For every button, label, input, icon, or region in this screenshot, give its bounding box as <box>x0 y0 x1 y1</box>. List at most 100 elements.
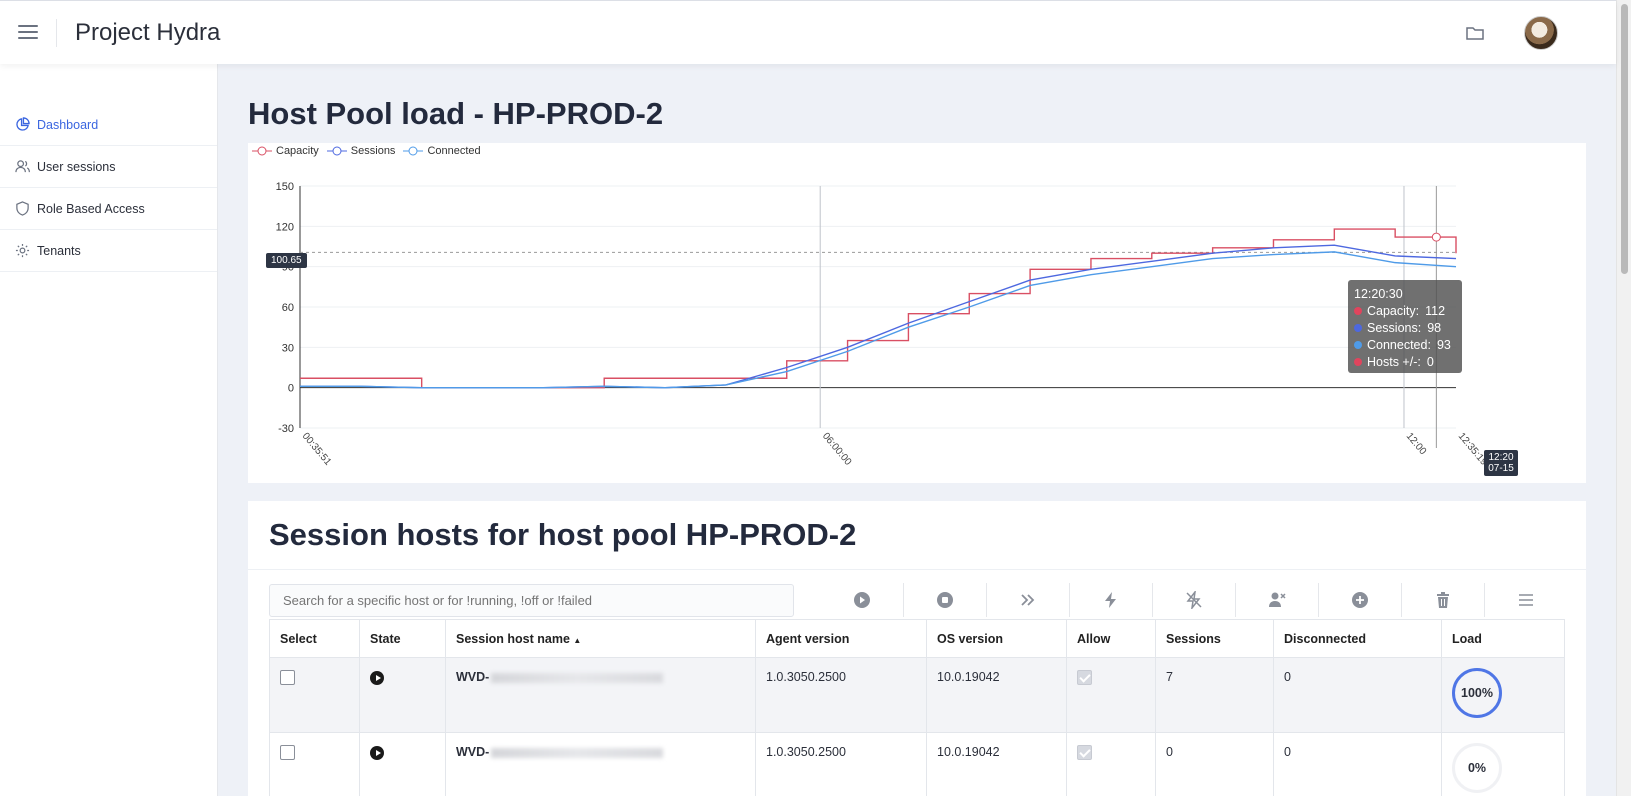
drain-button[interactable] <box>986 583 1069 617</box>
chart-tooltip: 12:20:30 Capacity: 112 Sessions: 98 Connec… <box>1348 280 1462 373</box>
header-divider <box>56 19 57 47</box>
agent-version: 1.0.3050.2500 <box>755 732 927 796</box>
hamburger-menu-icon[interactable] <box>18 25 38 41</box>
column-header-select: Select <box>269 619 360 658</box>
host-actions-toolbar <box>820 583 1567 617</box>
session-hosts-title: Session hosts for host pool HP-PROD-2 <box>269 517 857 552</box>
y-tick-label: 150 <box>276 181 294 193</box>
more-options-button[interactable] <box>1484 583 1567 617</box>
top-bar: Project Hydra <box>0 0 1616 64</box>
column-header-label: Session host name <box>456 631 570 646</box>
logoff-users-button[interactable] <box>1235 583 1318 617</box>
legend-item-sessions[interactable]: Sessions <box>326 145 396 157</box>
sort-ascending-icon: ▲ <box>573 635 582 645</box>
power-off-button[interactable] <box>1152 583 1235 617</box>
folder-icon[interactable] <box>1466 26 1484 40</box>
sidebar: Dashboard User sessions Role Based Acces… <box>0 64 218 796</box>
stop-icon <box>937 592 953 608</box>
delete-host-button[interactable] <box>1401 583 1484 617</box>
column-header-disconnected[interactable]: Disconnected <box>1273 619 1442 658</box>
legend-item-connected[interactable]: Connected <box>403 145 481 157</box>
y-tick-label: 0 <box>288 383 294 395</box>
legend-item-capacity[interactable]: Capacity <box>252 145 319 157</box>
stop-button[interactable] <box>903 583 986 617</box>
menu-icon <box>1519 594 1533 606</box>
start-icon <box>853 592 870 608</box>
table-row[interactable]: WVD- 1.0.3050.2500 10.0.19042 7 0 100% <box>269 657 1565 733</box>
allow-sessions-checkbox <box>1077 745 1092 760</box>
tooltip-label: Connected: <box>1367 337 1431 352</box>
session-count: 0 <box>1155 732 1274 796</box>
tooltip-dot <box>1354 306 1362 315</box>
tooltip-label: Sessions: <box>1367 320 1422 335</box>
column-header-allow[interactable]: Allow <box>1066 619 1156 658</box>
legend-marker-icon <box>326 146 347 156</box>
disconnected-count: 0 <box>1273 732 1442 796</box>
chart-legend: Capacity Sessions Connected <box>252 145 481 157</box>
sidebar-item-label: User sessions <box>37 159 116 174</box>
tooltip-time: 12:20:30 <box>1354 286 1403 301</box>
tooltip-dot <box>1354 323 1362 332</box>
tooltip-value: 0 <box>1426 354 1434 369</box>
section-divider <box>248 569 1586 570</box>
gear-icon <box>15 243 30 258</box>
column-header-agent-version[interactable]: Agent version <box>755 619 927 658</box>
column-header-sessions[interactable]: Sessions <box>1155 619 1274 658</box>
os-version: 10.0.19042 <box>926 657 1067 733</box>
tooltip-row-capacity: Capacity: 112 <box>1354 302 1456 319</box>
disconnected-count: 0 <box>1273 657 1442 733</box>
avatar[interactable] <box>1524 16 1558 50</box>
redacted-host-name <box>491 672 664 683</box>
user-remove-icon <box>1269 592 1286 607</box>
add-icon <box>1352 592 1368 608</box>
sidebar-item-tenants[interactable]: Tenants <box>0 230 217 272</box>
start-button[interactable] <box>820 583 903 617</box>
column-header-os-version[interactable]: OS version <box>926 619 1067 658</box>
users-icon <box>15 160 30 173</box>
y-tick-label: -30 <box>278 423 294 435</box>
session-hosts-card: Session hosts for host pool HP-PROD-2 Se… <box>248 501 1586 796</box>
table-row[interactable]: WVD- 1.0.3050.2500 10.0.19042 0 0 0% <box>269 732 1565 796</box>
legend-marker-icon <box>403 146 424 156</box>
y-tick-label: 30 <box>282 342 294 354</box>
sidebar-item-user-sessions[interactable]: User sessions <box>0 146 217 188</box>
host-name[interactable]: WVD- <box>456 745 490 759</box>
tooltip-value: 98 <box>1427 320 1442 335</box>
series-line-connected <box>300 251 1457 389</box>
sidebar-item-dashboard[interactable]: Dashboard <box>0 104 217 146</box>
hover-point <box>1431 232 1441 242</box>
agent-version: 1.0.3050.2500 <box>755 657 927 733</box>
column-header-state[interactable]: State <box>359 619 446 658</box>
allow-sessions-checkbox <box>1077 670 1092 685</box>
table-header-row: Select State Session host name ▲ Agent v… <box>269 619 1565 658</box>
row-select-checkbox[interactable] <box>280 745 295 760</box>
tooltip-row-connected: Connected: 93 <box>1354 336 1456 353</box>
trash-icon <box>1437 592 1449 608</box>
load-value: 0% <box>1467 761 1487 775</box>
legend-label: Capacity <box>276 145 319 157</box>
tooltip-dot <box>1354 357 1362 366</box>
tooltip-row-hosts: Hosts +/-: 0 <box>1354 353 1456 370</box>
pie-chart-icon <box>16 117 30 131</box>
running-state-icon <box>370 671 384 685</box>
x-tick-label: 12:00 <box>1404 431 1429 458</box>
crosshair-time-line2: 07-15 <box>1488 463 1514 474</box>
page-scrollbar[interactable] <box>1616 0 1631 796</box>
row-select-checkbox[interactable] <box>280 670 295 685</box>
sidebar-item-label: Dashboard <box>37 117 99 132</box>
scrollbar-thumb[interactable] <box>1621 4 1628 274</box>
power-off-icon <box>1186 591 1202 609</box>
column-header-load[interactable]: Load <box>1441 619 1565 658</box>
tooltip-value: 112 <box>1425 303 1446 318</box>
host-pool-load-chart[interactable]: 1501209060300-3000:35:5106:00:0012:0012:… <box>248 143 1586 483</box>
load-gauge: 0% <box>1452 743 1502 793</box>
session-hosts-table: Select State Session host name ▲ Agent v… <box>269 619 1565 796</box>
host-search-input[interactable] <box>269 584 794 617</box>
legend-label: Sessions <box>350 145 396 157</box>
power-on-button[interactable] <box>1069 583 1152 617</box>
crosshair-time-line1: 12:20 <box>1488 452 1514 463</box>
column-header-host-name[interactable]: Session host name ▲ <box>445 619 756 658</box>
add-host-button[interactable] <box>1318 583 1401 617</box>
sidebar-item-role-based-access[interactable]: Role Based Access <box>0 188 217 230</box>
host-name[interactable]: WVD- <box>456 670 490 684</box>
